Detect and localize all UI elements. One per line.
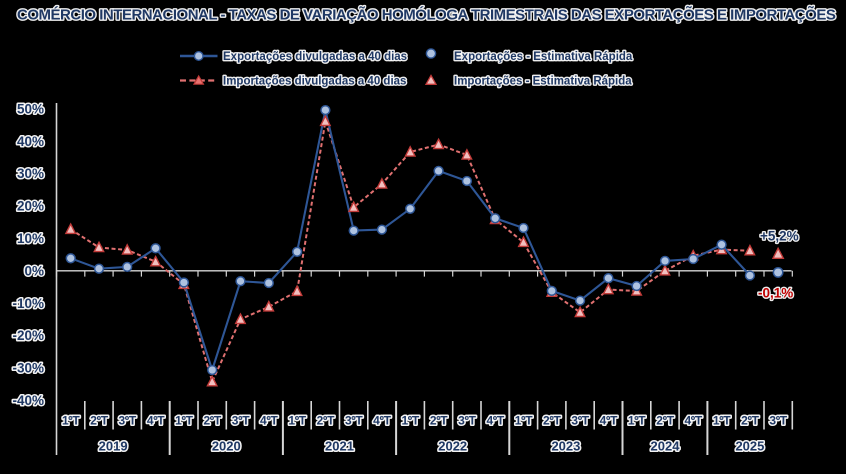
- svg-text:3ºT: 3ºT: [769, 414, 787, 428]
- svg-text:0%: 0%: [24, 263, 44, 278]
- svg-text:2ºT: 2ºT: [90, 414, 108, 428]
- svg-text:10%: 10%: [17, 231, 44, 246]
- svg-text:2ºT: 2ºT: [543, 414, 561, 428]
- svg-text:1ºT: 1ºT: [62, 414, 80, 428]
- svg-text:30%: 30%: [17, 166, 44, 181]
- svg-text:Exportações - Estimativa Rápid: Exportações - Estimativa Rápida: [454, 51, 633, 63]
- svg-text:-40%: -40%: [12, 393, 44, 408]
- svg-text:3ºT: 3ºT: [345, 414, 363, 428]
- svg-text:2ºT: 2ºT: [656, 414, 674, 428]
- svg-text:3ºT: 3ºT: [232, 414, 250, 428]
- svg-text:1ºT: 1ºT: [515, 414, 533, 428]
- svg-text:COMÉRCIO INTERNACIONAL - TAX: COMÉRCIO INTERNACIONAL - TAXAS DE VARIAÇ…: [17, 6, 836, 24]
- svg-text:4ºT: 4ºT: [486, 414, 504, 428]
- svg-text:3ºT: 3ºT: [458, 414, 476, 428]
- svg-text:-20%: -20%: [12, 328, 44, 343]
- svg-text:4ºT: 4ºT: [600, 414, 618, 428]
- svg-text:+5,2%: +5,2%: [760, 229, 799, 244]
- svg-text:1ºT: 1ºT: [401, 414, 419, 428]
- svg-text:Importações divulgadas a 40 di: Importações divulgadas a 40 dias: [223, 76, 406, 88]
- svg-text:2022: 2022: [438, 439, 467, 454]
- svg-text:2019: 2019: [99, 439, 128, 454]
- svg-text:2ºT: 2ºT: [430, 414, 448, 428]
- svg-text:3ºT: 3ºT: [118, 414, 136, 428]
- svg-text:3ºT: 3ºT: [571, 414, 589, 428]
- svg-text:2ºT: 2ºT: [317, 414, 335, 428]
- svg-text:2023: 2023: [551, 439, 580, 454]
- svg-text:-10%: -10%: [12, 296, 44, 311]
- svg-text:2020: 2020: [212, 439, 241, 454]
- svg-text:-0,1%: -0,1%: [758, 286, 793, 301]
- svg-text:2024: 2024: [651, 439, 681, 454]
- svg-text:2ºT: 2ºT: [741, 414, 759, 428]
- svg-text:20%: 20%: [17, 199, 44, 214]
- svg-text:1ºT: 1ºT: [713, 414, 731, 428]
- svg-text:4ºT: 4ºT: [373, 414, 391, 428]
- svg-text:4ºT: 4ºT: [260, 414, 278, 428]
- svg-text:1ºT: 1ºT: [175, 414, 193, 428]
- svg-text:Importações - Estimativa Rápid: Importações - Estimativa Rápida: [454, 76, 632, 88]
- svg-text:2021: 2021: [325, 439, 354, 454]
- svg-text:4ºT: 4ºT: [684, 414, 702, 428]
- svg-text:2ºT: 2ºT: [203, 414, 221, 428]
- svg-text:50%: 50%: [17, 101, 44, 116]
- svg-text:Exportações divulgadas a 40 di: Exportações divulgadas a 40 dias: [223, 51, 407, 63]
- svg-text:2025: 2025: [735, 439, 764, 454]
- svg-text:1ºT: 1ºT: [628, 414, 646, 428]
- svg-text:1ºT: 1ºT: [288, 414, 306, 428]
- svg-text:40%: 40%: [17, 134, 44, 149]
- svg-text:-30%: -30%: [12, 361, 44, 376]
- svg-text:4ºT: 4ºT: [147, 414, 165, 428]
